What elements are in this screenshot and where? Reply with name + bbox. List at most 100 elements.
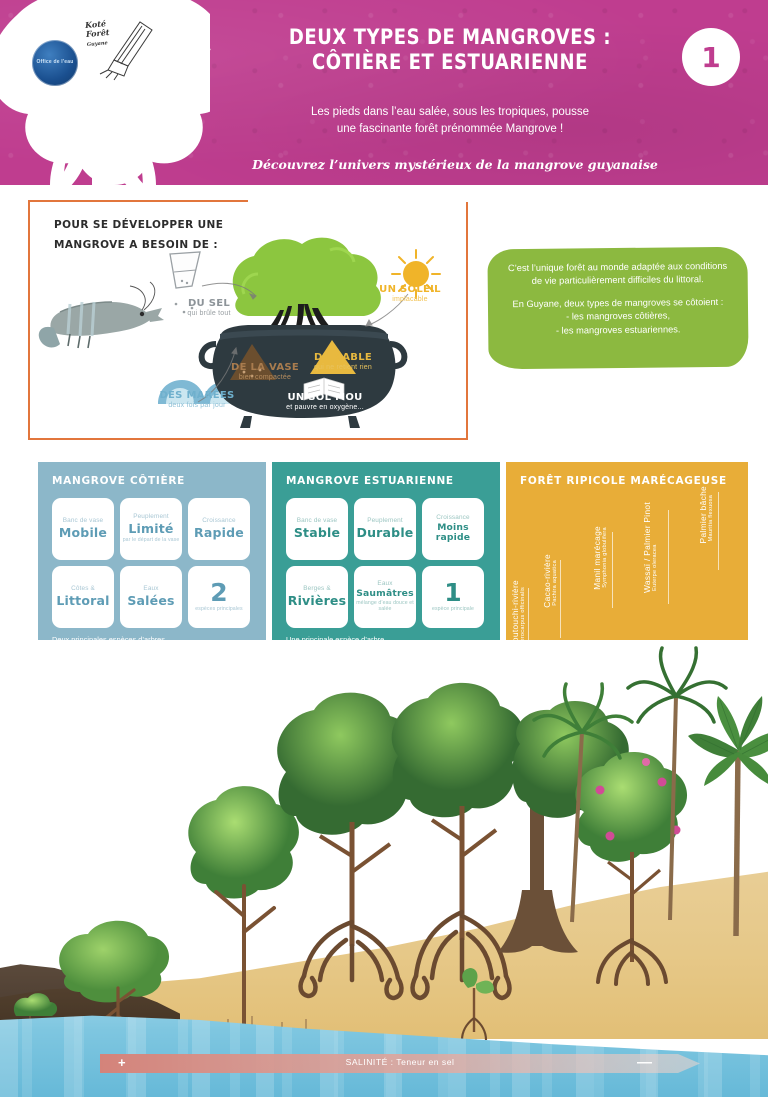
species-common-name: Cacao-rivière [542, 554, 552, 608]
recipe-ingredient-soleil: Un soleil implacable [360, 284, 460, 304]
page-number-badge: 1 [682, 28, 740, 86]
fact-card: Eaux Saumâtres mélange d’eau douce et sa… [354, 566, 416, 628]
intro-callout-paragraph1: C’est l’unique forêt au monde adaptée au… [507, 260, 728, 287]
recipe-title-line2: mangrove a besoin de : [54, 238, 219, 251]
fact-pre: Banc de vase [62, 517, 104, 525]
fact-main: Mobile [58, 525, 108, 541]
recipe-title: Pour se développer une mangrove a besoin… [54, 216, 254, 256]
page-subtitle: Les pieds dans l’eau salée, sous les tro… [230, 104, 670, 137]
office-de-leau-logo: Office de l'eau [32, 40, 78, 86]
panel-body-paragraph: Une principale espèce d’arbre. [286, 634, 486, 645]
page-subtitle-line2: une fascinante forêt prénommée Mangrove … [336, 122, 564, 135]
panel-foret-ripicole-title: Forêt ripicole marécageuse [520, 475, 727, 487]
salinity-label: SALINITÉ : Teneur en sel [345, 1057, 455, 1067]
salinity-arrow-shape [100, 1054, 700, 1073]
fact-post: espèce principale [431, 606, 475, 613]
fact-pre: Berges & [303, 585, 331, 593]
adnpm-mark-icon [165, 36, 211, 71]
mangrove-landscape-illustration: + SALINITÉ : Teneur en sel — [0, 640, 768, 1097]
salt-shaker-icon [169, 251, 201, 314]
mangrove-canopy-icon [232, 237, 381, 316]
species-label-palmier-bache: Palmier bâche Mauritia flexuosa [698, 486, 714, 543]
flowering-shrub [575, 751, 688, 986]
recipe-ingredient-marees-label: Des marées [159, 390, 235, 401]
logo-group: Office de l'eau Koté Forêt Guyane [22, 12, 211, 92]
cauldron-icon [198, 325, 408, 428]
page-subtitle-line1: Les pieds dans l’eau salée, sous les tro… [310, 106, 590, 118]
fact-pre: Banc de vase [296, 517, 338, 525]
fact-main: Moins rapide [435, 522, 471, 543]
stilt-roots [298, 919, 404, 1001]
panel-mangrove-cotiere-facts: Banc de vase Mobile Peuplement Limité pa… [52, 498, 250, 628]
recipe-ingredient-vase-sub: bien compactée [238, 374, 292, 382]
kote-foret-logo-text: Koté Forêt Guyane [84, 18, 110, 49]
recipe-ingredient-sel-label: Du sel [187, 298, 231, 309]
recipe-ingredient-sel-sub: qui brûle tout [187, 310, 231, 318]
species-latin-name: Pachira aquatica [552, 560, 558, 606]
palmier-bache [688, 696, 768, 937]
fact-card: Côtes & Littoral [52, 566, 114, 628]
paletuvier-rouge-tree-1 [277, 692, 418, 1001]
recipe-ingredient-sol: Un sol mou et pauvre en oxygène... [260, 392, 390, 412]
paletuvier-rouge-tree-2 [391, 682, 525, 1001]
fact-main: Durable [356, 525, 414, 541]
recipe-ingredient-sol-sub: et pauvre en oxygène... [286, 404, 364, 412]
page-title: Deux types de mangroves : côtière et est… [250, 25, 650, 76]
office-de-leau-logo-text: Office de l'eau [36, 59, 74, 66]
shrimp-icon [38, 281, 164, 349]
fact-pre: Peuplement [367, 517, 403, 525]
poster-header: Office de l'eau Koté Forêt Guyane [0, 0, 768, 185]
fact-main: Saumâtres [356, 588, 414, 600]
species-common-name: Wassaï / Palmier Pinot [642, 502, 652, 593]
recipe-illustration [38, 237, 441, 428]
sun-icon [391, 249, 441, 299]
fact-post: par le départ de la vase [122, 536, 180, 543]
species-latin-name: Mauritia flexuosa [708, 494, 714, 542]
recipe-panel: Pour se développer une mangrove a besoin… [28, 199, 482, 440]
fact-card: Banc de vase Mobile [52, 498, 114, 560]
recipe-arrows [197, 282, 409, 403]
recipe-ingredient-soleil-label: Un soleil [379, 284, 441, 295]
fact-pre: Côtes & [71, 585, 95, 593]
species-label-wassai-palmier-pinot: Wassaï / Palmier Pinot Euterpe oleracea [642, 502, 658, 593]
species-label-moutouchi-riviere: Moutouchi-rivière Pterocarpus officinali… [510, 580, 526, 649]
fact-main: Rapide [194, 525, 244, 541]
species-label-manil-marecage: Manil marécage Symphonia globulifera [592, 526, 608, 590]
adnpm-logo-text: ADNPM [172, 83, 204, 90]
fact-pre: Peuplement [133, 513, 169, 521]
recipe-ingredient-sol-label: Un sol mou [287, 392, 363, 403]
species-leader-line [718, 492, 719, 570]
fact-card: Berges & Rivières [286, 566, 348, 628]
species-latin-name: Euterpe oleracea [652, 544, 658, 591]
species-common-name: Moutouchi-rivière [510, 580, 520, 650]
species-latin-name: Symphonia globulifera [602, 527, 608, 588]
fact-card: Banc de vase Stable [286, 498, 348, 560]
adnpm-logo: ADNPM [162, 36, 214, 90]
page-tagline: Découvrez l’univers mystérieux de la man… [252, 157, 658, 172]
fact-card: 1 espèce principale [422, 566, 484, 628]
panel-mangrove-estuarienne-title: Mangrove estuarienne [286, 475, 454, 487]
species-leader-line [560, 560, 561, 638]
fact-pre: Eaux [377, 580, 393, 588]
fact-main: Rivières [287, 593, 347, 609]
page-title-line2: côtière et estuarienne [312, 49, 588, 75]
species-leader-line [668, 510, 669, 604]
species-label-cacao-riviere: Cacao-rivière Pachira aquatica [542, 554, 558, 608]
paletuvier-blanc-tree [188, 786, 299, 1054]
recipe-ingredient-marees-sub: deux fois par jour [168, 402, 226, 410]
fact-number: 1 [444, 578, 462, 608]
palm-fronds [532, 682, 634, 760]
salinity-gradient-bar: + SALINITÉ : Teneur en sel — [100, 1052, 700, 1075]
recipe-ingredient-vase-label: De la vase [230, 362, 300, 373]
panel-body-paragraph: Deux principales espèces d’arbres. [52, 634, 252, 645]
recipe-title-line1: Pour se développer une [54, 219, 224, 231]
fact-card: Croissance Moins rapide [422, 498, 484, 560]
fact-main: Limité [128, 521, 174, 537]
fact-card: Peuplement Durable [354, 498, 416, 560]
fact-number: 2 [210, 578, 228, 608]
fact-pre: Croissance [436, 514, 470, 522]
kote-foret-mark-icon [99, 21, 153, 81]
salinity-high-symbol: + [118, 1055, 126, 1070]
species-leader-line [612, 532, 613, 608]
recipe-ingredient-sable-sub: qui ne retient rien [314, 364, 372, 372]
